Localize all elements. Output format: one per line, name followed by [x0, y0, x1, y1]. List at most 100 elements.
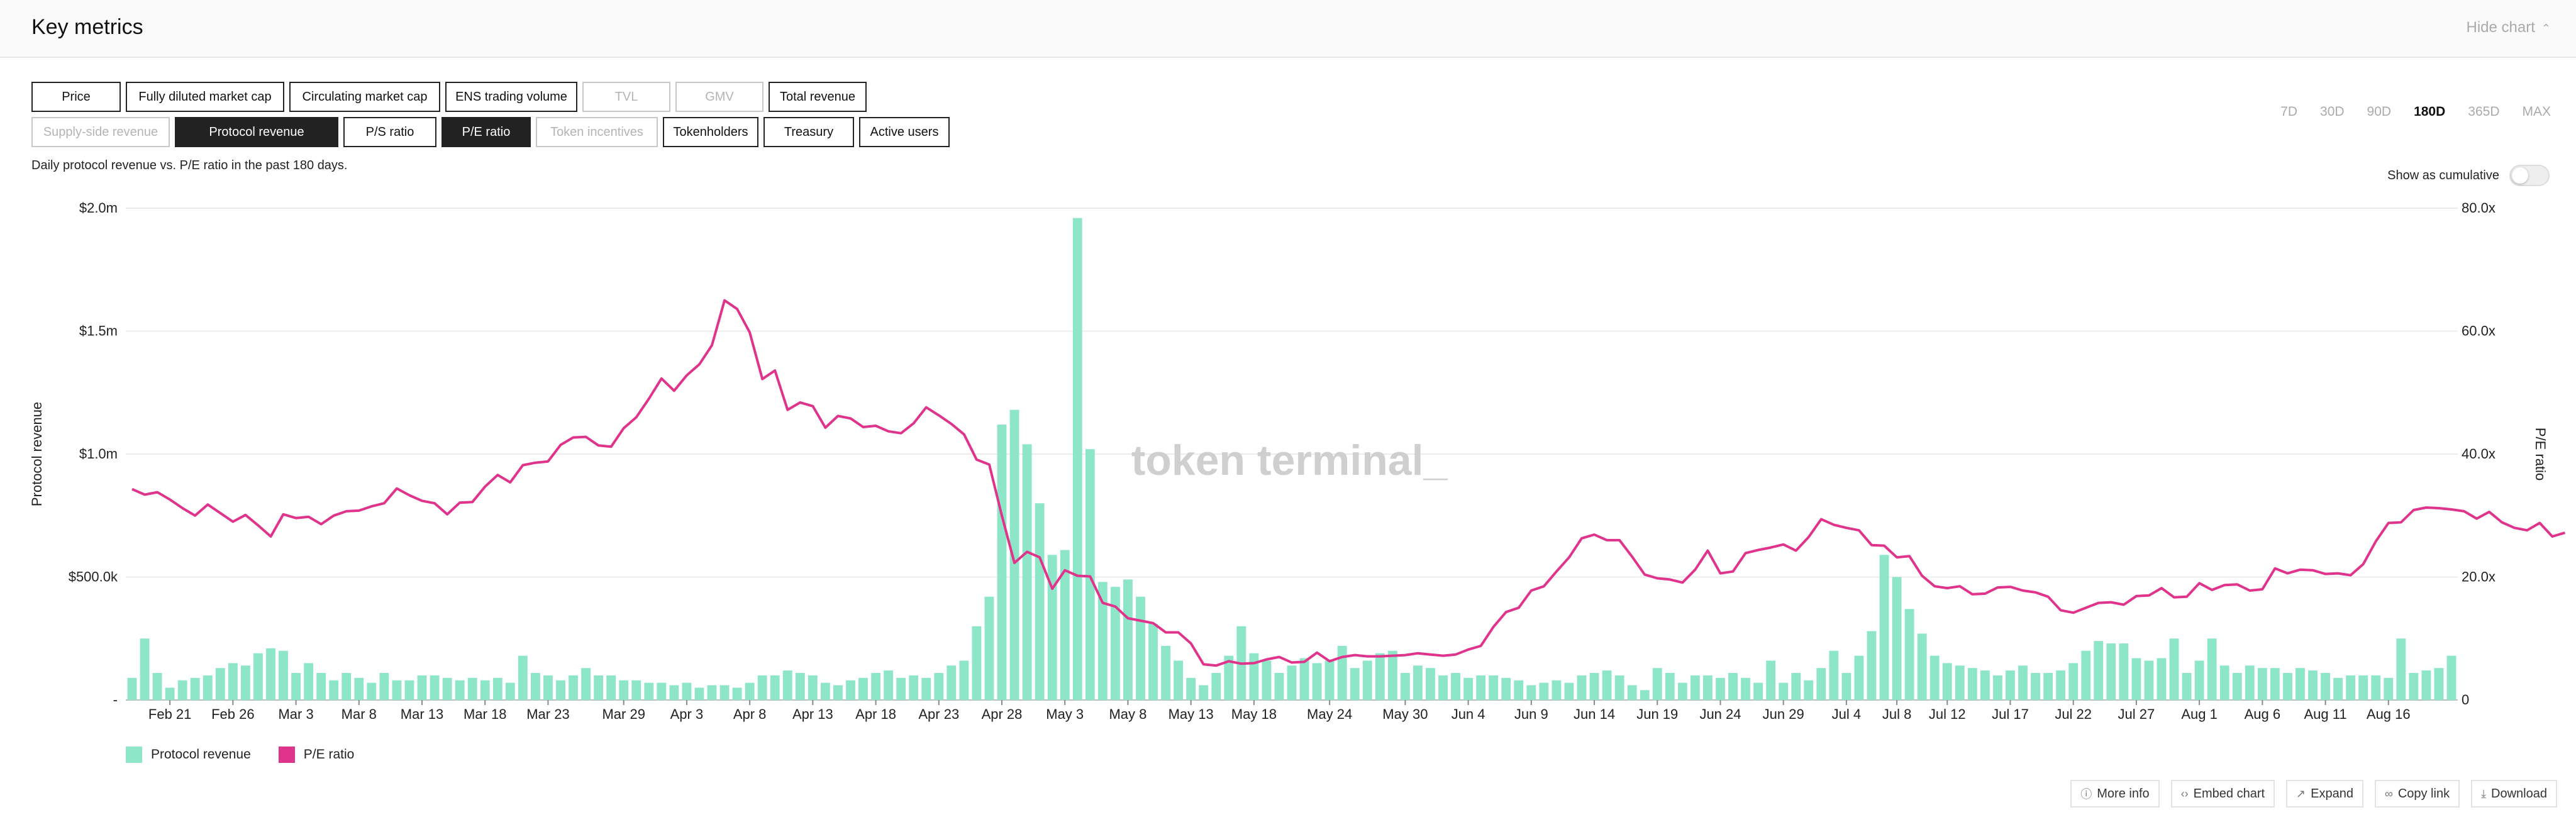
- metric-button-active-users[interactable]: Active users: [859, 117, 950, 147]
- bar: [240, 665, 250, 700]
- bar: [569, 675, 578, 700]
- bar: [1413, 665, 1423, 700]
- copy-link-button[interactable]: ∞ Copy link: [2374, 780, 2460, 808]
- x-tick-label: Aug 1: [2181, 706, 2218, 722]
- bar: [1287, 665, 1297, 700]
- bar: [455, 680, 465, 700]
- bar: [316, 672, 326, 700]
- time-range-selector: 7D 30D 90D 180D 365D MAX: [2280, 104, 2551, 119]
- range-365d[interactable]: 365D: [2468, 104, 2500, 119]
- bar: [1539, 682, 1549, 700]
- metric-button-fully-diluted-market-cap[interactable]: Fully diluted market cap: [126, 82, 284, 112]
- bar: [1829, 650, 1839, 700]
- bar: [682, 682, 692, 700]
- x-tick-label: Mar 3: [278, 706, 313, 722]
- legend-swatch: [278, 747, 295, 763]
- x-tick-label: Apr 18: [855, 706, 896, 722]
- more-info-button[interactable]: ⓘ More info: [2070, 780, 2160, 808]
- x-tick-label: Apr 23: [918, 706, 959, 722]
- range-7d[interactable]: 7D: [2280, 104, 2298, 119]
- bar: [2421, 670, 2431, 700]
- cumulative-toggle[interactable]: [2509, 165, 2550, 186]
- metric-button-p-s-ratio[interactable]: P/S ratio: [343, 117, 436, 147]
- bar: [1438, 675, 1448, 700]
- bar: [367, 682, 377, 700]
- bar: [594, 675, 604, 700]
- range-max[interactable]: MAX: [2522, 104, 2551, 119]
- legend-label: P/E ratio: [303, 747, 355, 762]
- bar: [669, 685, 679, 700]
- legend-item-protocol-revenue[interactable]: Protocol revenue: [126, 747, 251, 763]
- bar: [1514, 680, 1524, 700]
- bar: [1211, 672, 1221, 700]
- bar: [2006, 670, 2015, 700]
- metric-button-protocol-revenue[interactable]: Protocol revenue: [175, 117, 338, 147]
- legend-item-p-e-ratio[interactable]: P/E ratio: [278, 747, 355, 763]
- bar: [442, 677, 452, 700]
- bar: [1350, 668, 1360, 700]
- bar: [152, 672, 162, 700]
- y-tick-label: -: [113, 692, 118, 708]
- metric-button-tokenholders[interactable]: Tokenholders: [663, 117, 758, 147]
- bar: [1955, 665, 1965, 700]
- bar: [2333, 677, 2343, 700]
- bar: [1097, 582, 1108, 700]
- bar: [606, 675, 616, 700]
- bar: [1387, 650, 1397, 700]
- bar: [1929, 655, 1940, 700]
- hide-chart-button[interactable]: Hide chart ⌃: [2467, 19, 2551, 36]
- x-tick-label: Jun 4: [1452, 706, 1485, 722]
- bar: [1904, 609, 1914, 700]
- range-180d[interactable]: 180D: [2414, 104, 2446, 119]
- bar: [1614, 675, 1624, 700]
- bar: [909, 675, 919, 700]
- bar: [1274, 672, 1284, 700]
- x-tick-label: Jul 12: [1929, 706, 1966, 722]
- bar: [1047, 555, 1057, 700]
- bar: [1426, 668, 1435, 700]
- metric-button-total-revenue[interactable]: Total revenue: [769, 82, 867, 112]
- bar: [1728, 672, 1738, 700]
- range-30d[interactable]: 30D: [2320, 104, 2345, 119]
- chart-legend: Protocol revenue P/E ratio: [126, 747, 354, 763]
- bar: [2346, 675, 2356, 700]
- bar: [707, 685, 717, 700]
- cumulative-label: Show as cumulative: [2387, 168, 2499, 182]
- bar: [2081, 650, 2091, 700]
- metric-button-treasury[interactable]: Treasury: [763, 117, 854, 147]
- x-tick-label: Jul 22: [2055, 706, 2092, 722]
- bar: [1312, 663, 1322, 700]
- chevron-up-icon: ⌃: [2541, 22, 2551, 35]
- metric-button-ens-trading-volume[interactable]: ENS trading volume: [445, 82, 577, 112]
- bar: [2043, 672, 2053, 700]
- bar: [228, 663, 238, 700]
- bar: [1324, 660, 1335, 700]
- bar: [2068, 663, 2079, 700]
- bar: [1136, 596, 1145, 700]
- bar: [1148, 623, 1158, 700]
- range-90d[interactable]: 90D: [2367, 104, 2392, 119]
- bar: [291, 672, 301, 700]
- bar: [2056, 670, 2066, 700]
- bar: [2283, 672, 2292, 700]
- metric-button-price[interactable]: Price: [31, 82, 121, 112]
- metric-button-circulating-market-cap[interactable]: Circulating market cap: [289, 82, 440, 112]
- bar: [341, 672, 352, 700]
- expand-button[interactable]: ↗ Expand: [2286, 780, 2363, 808]
- bar: [808, 675, 818, 700]
- bar: [782, 670, 792, 700]
- footer-button-label: Expand: [2311, 786, 2353, 801]
- bar: [2219, 665, 2229, 700]
- bar: [518, 655, 528, 700]
- bar: [959, 660, 969, 700]
- bar: [757, 675, 767, 700]
- embed-chart-button[interactable]: ‹› Embed chart: [2170, 780, 2275, 808]
- x-tick-label: Apr 13: [792, 706, 833, 722]
- x-tick-label: Apr 3: [670, 706, 704, 722]
- metric-button-p-e-ratio[interactable]: P/E ratio: [441, 117, 531, 147]
- y2-tick-label: 20.0x: [2462, 569, 2496, 585]
- download-button[interactable]: ⤓ Download: [2471, 780, 2557, 808]
- x-tick-label: Aug 16: [2367, 706, 2411, 722]
- bar: [1816, 668, 1826, 700]
- metric-button-token-incentives: Token incentives: [536, 117, 658, 147]
